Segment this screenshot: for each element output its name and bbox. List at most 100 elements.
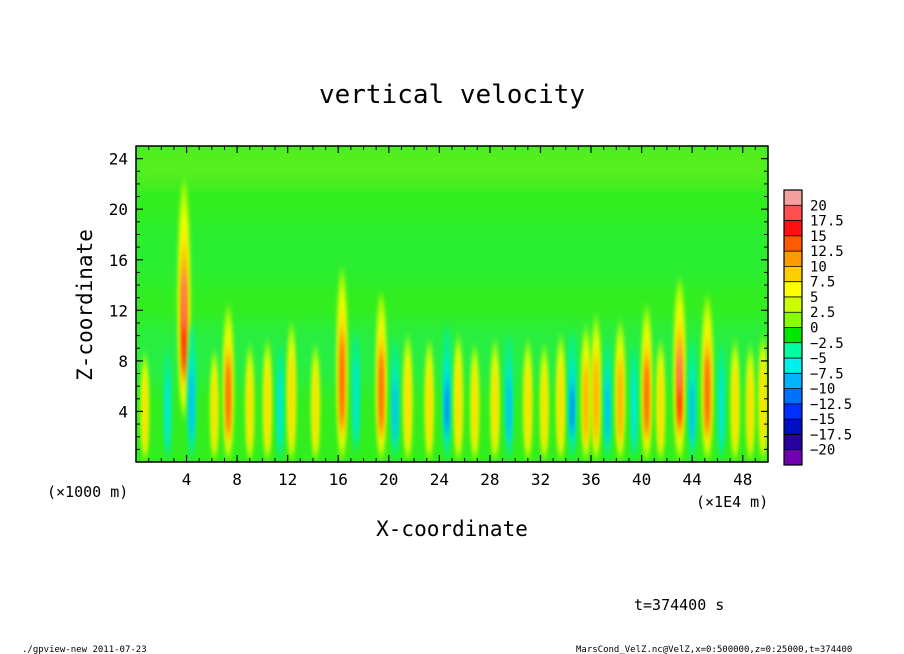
- y-tick-label: 20: [109, 200, 128, 219]
- velocity-column: [454, 336, 463, 460]
- colorbar-label: −7.5: [810, 366, 844, 382]
- velocity-column: [504, 336, 514, 460]
- velocity-column-layer: [542, 369, 547, 449]
- x-axis-label: X-coordinate: [376, 517, 528, 541]
- colorbar-swatch: [784, 251, 802, 267]
- colorbar-label: 10: [810, 259, 827, 275]
- colorbar-label: 0: [810, 321, 818, 337]
- colorbar-label: 5: [810, 290, 818, 306]
- velocity-column: [470, 346, 479, 460]
- velocity-column-layer: [143, 375, 147, 450]
- velocity-column-layer: [445, 385, 449, 432]
- velocity-field: [136, 146, 768, 460]
- colorbar-swatch: [784, 358, 802, 374]
- velocity-column-layer: [645, 360, 649, 434]
- colorbar-swatch: [784, 312, 802, 328]
- velocity-column: [591, 317, 602, 460]
- velocity-column-layer: [379, 352, 383, 432]
- velocity-column-layer: [760, 361, 766, 448]
- velocity-column: [490, 341, 500, 460]
- velocity-column: [336, 269, 348, 460]
- velocity-column-core: [182, 264, 186, 335]
- velocity-column-layer: [631, 369, 637, 449]
- velocity-column: [276, 346, 285, 460]
- velocity-column-layer: [340, 336, 344, 428]
- velocity-column: [375, 295, 387, 460]
- colorbar-swatch: [784, 403, 802, 420]
- velocity-column-layer: [492, 365, 498, 448]
- velocity-column: [701, 297, 714, 460]
- velocity-column: [245, 346, 254, 460]
- colorbar-swatch: [784, 449, 802, 466]
- x-tick-label: 36: [581, 470, 600, 489]
- colorbar-label: 15: [810, 229, 827, 245]
- colorbar-swatch: [784, 205, 802, 221]
- colorbar-label: −5: [810, 351, 827, 367]
- velocity-column: [673, 280, 686, 460]
- velocity-column-layer: [189, 369, 194, 438]
- velocity-column-layer: [313, 369, 318, 449]
- colorbar-swatch: [784, 342, 802, 359]
- colorbar-label: −20: [810, 443, 835, 459]
- velocity-column: [311, 346, 320, 460]
- colorbar-label: 17.5: [810, 214, 844, 230]
- velocity-column-layer: [456, 361, 461, 448]
- x-tick-label: 4: [182, 470, 192, 489]
- velocity-column: [187, 324, 196, 460]
- colorbar-label: 12.5: [810, 244, 844, 260]
- velocity-column: [177, 182, 191, 418]
- velocity-column: [540, 346, 549, 460]
- x-tick-label: 8: [232, 470, 242, 489]
- colorbar-label: −17.5: [810, 427, 852, 443]
- velocity-column: [630, 346, 638, 460]
- x-tick-label: 20: [379, 470, 398, 489]
- field-band-1: [136, 221, 768, 286]
- velocity-column: [717, 346, 726, 460]
- y-tick-label: 8: [118, 352, 128, 371]
- colorbar-label: 2.5: [810, 305, 835, 321]
- velocity-column: [163, 351, 172, 460]
- footer-right: MarsCond_VelZ.nc@VelZ,x=0:500000,z=0:250…: [576, 645, 852, 654]
- chart-title: vertical velocity: [319, 80, 585, 110]
- x-tick-label: 48: [733, 470, 752, 489]
- velocity-column: [403, 336, 413, 460]
- velocity-column: [581, 327, 591, 460]
- velocity-column-layer: [705, 354, 709, 433]
- time-label: t=374400 s: [634, 596, 724, 614]
- velocity-column: [567, 331, 577, 460]
- x-axis-ticks: 4 8 12 16 20 24 28 32 36 40 44 48: [148, 146, 756, 489]
- velocity-column-layer: [405, 361, 410, 448]
- velocity-column-layer: [507, 378, 511, 440]
- velocity-column: [556, 336, 565, 460]
- colorbar-swatch: [784, 235, 802, 252]
- velocity-column-layer: [658, 365, 663, 448]
- colorbar-swatch: [784, 296, 802, 313]
- colorbar-swatch: [784, 419, 802, 435]
- colorbar: [783, 189, 803, 466]
- velocity-column-layer: [247, 369, 252, 449]
- colorbar-label: 7.5: [810, 275, 835, 291]
- y-tick-label: 4: [118, 402, 128, 421]
- velocity-column-layer: [605, 381, 610, 441]
- velocity-column: [287, 324, 296, 460]
- y-tick-label: 16: [109, 251, 128, 270]
- velocity-column: [263, 341, 272, 460]
- colorbar-swatch: [784, 373, 802, 389]
- x-tick-label: 12: [278, 470, 297, 489]
- velocity-column-layer: [277, 369, 283, 449]
- velocity-column-layer: [733, 365, 738, 448]
- x-tick-label: 24: [430, 470, 449, 489]
- x-tick-label: 40: [632, 470, 651, 489]
- velocity-column-layer: [289, 351, 294, 447]
- colorbar-label: 20: [810, 198, 827, 214]
- field-band-0: [136, 146, 768, 184]
- velocity-column: [425, 341, 434, 460]
- x-tick-label: 32: [531, 470, 550, 489]
- velocity-column: [688, 341, 697, 460]
- velocity-column: [656, 341, 665, 460]
- velocity-column: [603, 341, 612, 460]
- velocity-column-layer: [570, 387, 574, 433]
- velocity-column-layer: [212, 373, 217, 449]
- colorbar-swatch: [784, 220, 802, 237]
- velocity-column-layer: [718, 369, 724, 449]
